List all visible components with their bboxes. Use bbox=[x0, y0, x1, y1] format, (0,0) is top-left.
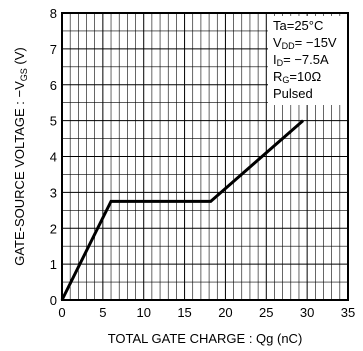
y-tick-labels: 0 1 2 3 4 5 6 7 8 bbox=[50, 6, 57, 308]
y-tick-label: 6 bbox=[50, 78, 57, 93]
x-tick-label: 5 bbox=[99, 305, 106, 320]
y-axis-title: GATE-SOURCE VOLTAGE : −VGS (V) bbox=[12, 47, 29, 266]
y-axis-title-sub: GS bbox=[19, 68, 29, 81]
y-axis-title-unit: (V) bbox=[12, 47, 27, 68]
x-tick-label: 30 bbox=[300, 305, 314, 320]
conditions-box-background bbox=[268, 16, 347, 105]
y-tick-label: 3 bbox=[50, 185, 57, 200]
x-tick-label: 25 bbox=[259, 305, 273, 320]
condition-line: Ta=25°C bbox=[273, 18, 323, 33]
y-tick-label: 8 bbox=[50, 6, 57, 21]
condition-line: RG=10Ω bbox=[273, 69, 321, 85]
y-tick-label: 0 bbox=[50, 293, 57, 308]
x-tick-label: 10 bbox=[136, 305, 150, 320]
y-tick-label: 5 bbox=[50, 114, 57, 129]
y-tick-label: 4 bbox=[50, 150, 57, 165]
x-tick-label: 20 bbox=[218, 305, 232, 320]
x-tick-label: 15 bbox=[177, 305, 191, 320]
series-layer bbox=[60, 119, 305, 301]
y-tick-label: 2 bbox=[50, 221, 57, 236]
x-axis-title: TOTAL GATE CHARGE : Qg (nC) bbox=[108, 331, 303, 346]
series-line-0 bbox=[60, 119, 305, 301]
x-tick-label: 0 bbox=[58, 305, 65, 320]
x-tick-label: 35 bbox=[341, 305, 355, 320]
x-tick-labels: 0 5 10 15 20 25 30 35 bbox=[58, 305, 355, 320]
y-tick-label: 7 bbox=[50, 42, 57, 57]
y-axis-title-main: GATE-SOURCE VOLTAGE : −V bbox=[12, 81, 27, 266]
plot-frame bbox=[61, 12, 349, 301]
y-tick-label: 1 bbox=[50, 257, 57, 272]
condition-line: ID= −7.5A bbox=[273, 52, 329, 68]
grid bbox=[61, 12, 349, 301]
condition-line: VDD= −15V bbox=[273, 35, 337, 51]
condition-line: Pulsed bbox=[273, 86, 313, 101]
